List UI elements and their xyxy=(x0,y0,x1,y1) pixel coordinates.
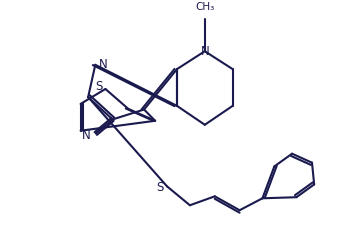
Text: N: N xyxy=(99,58,108,71)
Text: S: S xyxy=(156,181,164,194)
Text: N: N xyxy=(200,45,209,58)
Text: N: N xyxy=(82,129,91,142)
Text: S: S xyxy=(95,80,102,93)
Text: CH₃: CH₃ xyxy=(195,2,214,13)
